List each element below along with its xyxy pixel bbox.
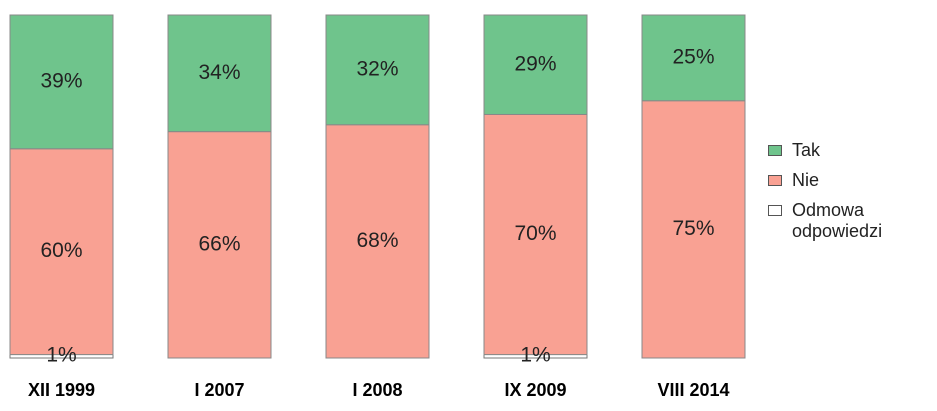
x-tick-label: I 2007 <box>194 380 244 400</box>
x-tick-label: XII 1999 <box>28 380 95 400</box>
legend-item: Tak <box>768 140 912 161</box>
data-label: 1% <box>520 344 550 367</box>
data-label: 75% <box>672 217 714 240</box>
legend-swatch <box>768 145 782 156</box>
legend-label: Tak <box>792 140 821 160</box>
data-label: 34% <box>198 61 240 84</box>
data-label: 1% <box>46 344 76 367</box>
x-tick-label: VIII 2014 <box>657 380 729 400</box>
legend-swatch <box>768 175 782 186</box>
bar-segment <box>9 148 114 356</box>
data-label: 39% <box>40 69 82 92</box>
legend: Tak Nie Odmowa odpowiedzi <box>768 140 937 251</box>
bar-segment <box>167 131 272 359</box>
bar-segment <box>483 113 588 356</box>
legend-item: Nie <box>768 170 912 191</box>
bar-segment <box>325 14 430 126</box>
bar-segment <box>9 14 114 150</box>
data-label: 60% <box>40 239 82 262</box>
data-label: 70% <box>514 222 556 245</box>
x-tick-label: IX 2009 <box>504 380 566 400</box>
data-label: 25% <box>672 45 714 68</box>
bar-segment <box>483 14 588 115</box>
legend-label: Odmowa odpowiedzi <box>792 200 883 241</box>
legend-item: Odmowa odpowiedzi <box>768 200 912 242</box>
data-label: 29% <box>514 52 556 75</box>
data-label: 68% <box>356 229 398 252</box>
legend-label: Nie <box>792 170 820 190</box>
data-label: 32% <box>356 57 398 80</box>
bar-segment <box>641 100 746 359</box>
x-tick-label: I 2008 <box>352 380 402 400</box>
data-label: 66% <box>198 232 240 255</box>
bar-segment <box>641 14 746 102</box>
bar-segment <box>167 14 272 133</box>
legend-swatch <box>768 205 782 216</box>
bar-segment <box>325 124 430 359</box>
